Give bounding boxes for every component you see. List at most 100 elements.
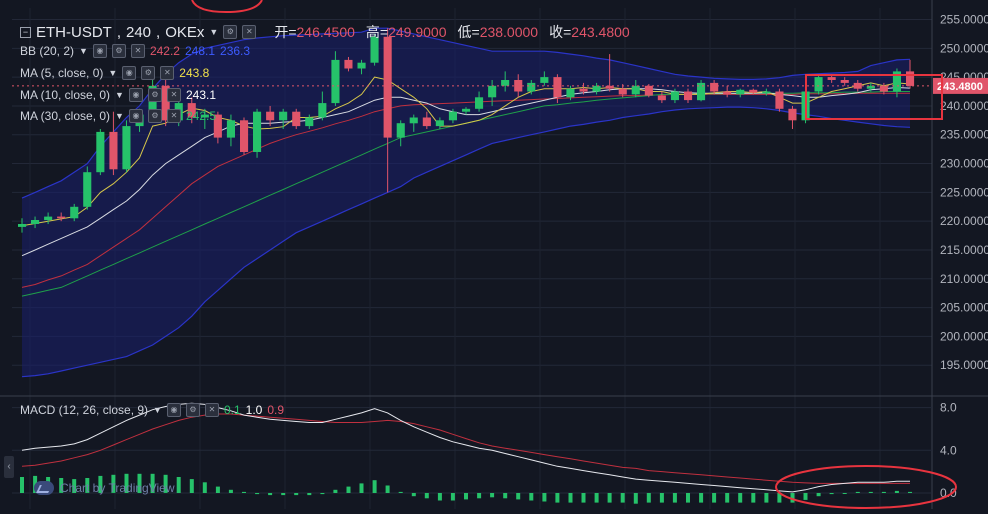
macd-histogram-bar	[672, 493, 677, 503]
close-icon[interactable]: ✕	[242, 25, 257, 39]
annotation-arc	[191, 0, 263, 14]
close-icon[interactable]: ✕	[166, 109, 181, 123]
chevron-down-icon[interactable]: ▼	[108, 68, 118, 78]
chevron-down-icon[interactable]: ▼	[79, 46, 88, 56]
high-value: 249.9000	[388, 24, 447, 40]
chevron-down-icon[interactable]: ▼	[153, 405, 162, 415]
open-label: 开	[274, 24, 289, 40]
macd-histogram-bar	[568, 493, 573, 503]
close-icon[interactable]: ✕	[166, 88, 181, 102]
macd-histogram-bar	[803, 493, 808, 500]
bollinger-middle-line	[21, 92, 910, 288]
indicator-value: 236.3	[220, 44, 251, 58]
collapse-icon[interactable]: −	[20, 26, 31, 38]
settings-icon[interactable]: ⚙	[223, 25, 238, 39]
candle-body	[122, 126, 131, 170]
macd-histogram-bar	[98, 475, 103, 493]
macd-histogram-bar	[411, 493, 416, 497]
eye-icon[interactable]: ◉	[128, 109, 143, 123]
indicator-bb[interactable]: BB (20, 2) ▼ ◉ ⚙ ✕ 242.2 248.1 236.3	[20, 44, 250, 58]
candle-body	[383, 36, 392, 138]
macd-histogram-bar	[176, 477, 181, 493]
macd-histogram-bar	[72, 479, 77, 493]
candle-body	[879, 85, 888, 92]
settings-icon[interactable]: ⚙	[147, 88, 162, 102]
candle-body	[266, 111, 275, 121]
macd-histogram-bar	[294, 493, 299, 496]
indicator-ma10[interactable]: MA (10, close, 0) ▼ ◉ ⚙ ✕ 243.1	[20, 88, 216, 102]
macd-histogram-bar	[855, 491, 860, 493]
settings-icon[interactable]: ⚙	[111, 44, 126, 58]
macd-histogram-bar	[829, 493, 834, 495]
eye-icon[interactable]: ◉	[122, 66, 137, 80]
indicator-macd[interactable]: MACD (12, 26, close, 9) ▼ ◉ ⚙ ✕ 0.1 1.0 …	[20, 403, 284, 417]
macd-histogram-bar	[242, 491, 246, 493]
symbol-header[interactable]: − ETH-USDT , 240 , OKEx ▼ ⚙ ✕ 开 = 246.450…	[20, 22, 636, 42]
candle-body	[566, 88, 575, 98]
macd-histogram-bar	[607, 493, 612, 503]
candle-body	[331, 59, 340, 104]
annotations	[191, 0, 957, 509]
indicator-value: 1.0	[245, 403, 263, 417]
candle-body	[357, 62, 366, 69]
macd-histogram-bar	[398, 491, 403, 493]
macd-histogram-bar	[581, 493, 586, 503]
macd-histogram-bar	[620, 493, 625, 503]
macd-histogram-bar	[477, 493, 482, 499]
macd-histogram-bar	[424, 493, 429, 499]
indicator-value: 242.2	[149, 44, 180, 58]
macd-histogram-bar	[842, 493, 847, 494]
macd-histogram-bar	[868, 491, 873, 493]
eye-icon[interactable]: ◉	[166, 403, 181, 417]
candle-body	[840, 80, 849, 83]
macd-histogram-bar	[137, 473, 142, 493]
chevron-down-icon[interactable]: ▼	[115, 111, 124, 121]
candle-body	[592, 85, 601, 92]
candle-body	[44, 216, 53, 221]
candle-body	[631, 85, 640, 95]
price-tick-label: 225.0000	[940, 185, 988, 199]
macd-histogram-bar	[320, 493, 325, 495]
macd-histogram-bar	[437, 493, 442, 501]
settings-icon[interactable]: ⚙	[147, 109, 162, 123]
candle-body	[318, 103, 327, 118]
indicator-value: 243.8	[179, 66, 210, 80]
candle-body	[553, 77, 562, 98]
close-icon[interactable]: ✕	[160, 66, 175, 80]
macd-histogram-bar	[816, 493, 821, 497]
candle-body	[200, 114, 209, 118]
candle-body	[213, 114, 222, 138]
settings-icon[interactable]: ⚙	[141, 66, 156, 80]
macd-histogram-bar	[725, 493, 730, 503]
candle-body	[788, 108, 797, 121]
settings-icon[interactable]: ⚙	[185, 403, 200, 417]
chevron-down-icon[interactable]: ▼	[209, 27, 219, 37]
candle-body	[906, 71, 915, 86]
close-icon[interactable]: ✕	[130, 44, 145, 58]
candle-body	[409, 117, 418, 124]
last-price-badge	[933, 77, 988, 94]
macd-histogram-bar	[385, 485, 390, 493]
macd-histogram-bar	[881, 491, 886, 493]
annotation-ellipse	[775, 465, 957, 509]
candle-body	[501, 80, 510, 86]
candle-body	[892, 71, 901, 92]
indicator-value: 248.1	[184, 44, 216, 58]
macd-histogram-bar	[268, 493, 273, 496]
indicator-ma5[interactable]: MA (5, close, 0) ▼ ◉ ⚙ ✕ 243.8	[20, 66, 209, 80]
macd-histogram-bar	[633, 493, 638, 504]
macd-tick-label: 4.0	[940, 443, 957, 457]
chevron-down-icon[interactable]: ▼	[115, 90, 124, 100]
eye-icon[interactable]: ◉	[128, 88, 143, 102]
eye-icon[interactable]: ◉	[92, 44, 107, 58]
indicator-ma30[interactable]: MA (30, close, 0) ▼ ◉ ⚙ ✕ 242.5	[20, 109, 216, 123]
macd-histogram-bar	[490, 493, 495, 498]
price-tick-label: 205.0000	[940, 301, 988, 315]
indicator-value: 242.5	[185, 109, 216, 123]
close-icon[interactable]: ✕	[204, 403, 219, 417]
ma10-line	[21, 86, 911, 257]
macd-histogram-bar	[894, 490, 899, 493]
indicator-name: MA (30, close, 0)	[20, 109, 111, 123]
